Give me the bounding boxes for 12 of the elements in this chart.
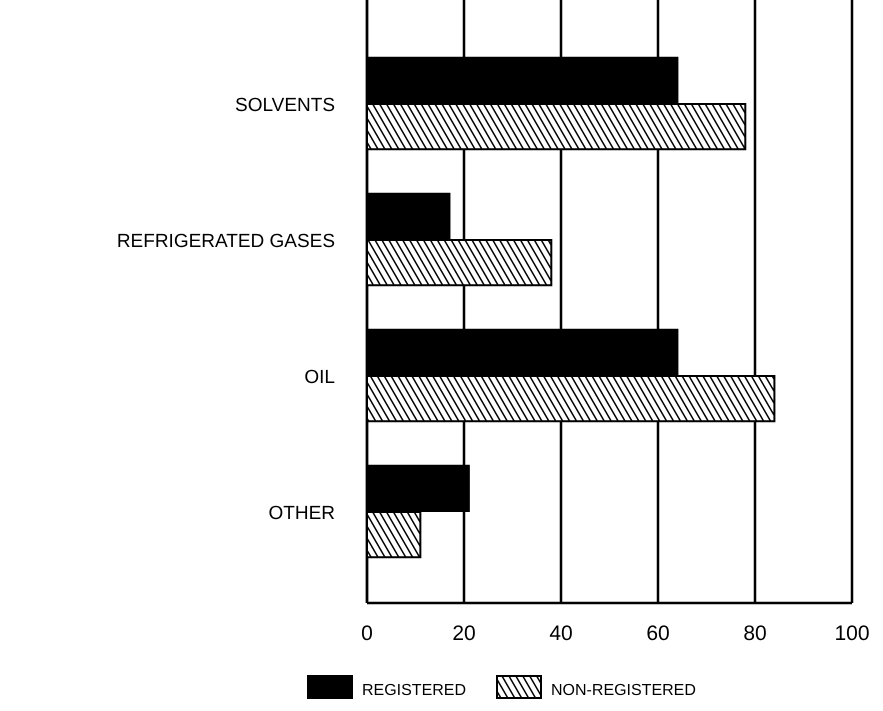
x-tick-label: 60 <box>646 622 670 645</box>
legend-label: REGISTERED <box>362 682 466 699</box>
y-tick-label: REFRIGERATED GASES <box>116 231 335 252</box>
y-tick-label: SOLVENTS <box>235 95 335 116</box>
y-tick-label: OIL <box>304 367 335 388</box>
x-tick-label: 80 <box>743 622 767 645</box>
x-tick-label: 20 <box>452 622 476 645</box>
legend-label: NON-REGISTERED <box>551 682 696 699</box>
x-tick-label: 100 <box>834 622 870 645</box>
x-tick-label: 40 <box>549 622 573 645</box>
x-tick-label: 0 <box>361 622 373 645</box>
y-tick-label: OTHER <box>268 503 335 524</box>
